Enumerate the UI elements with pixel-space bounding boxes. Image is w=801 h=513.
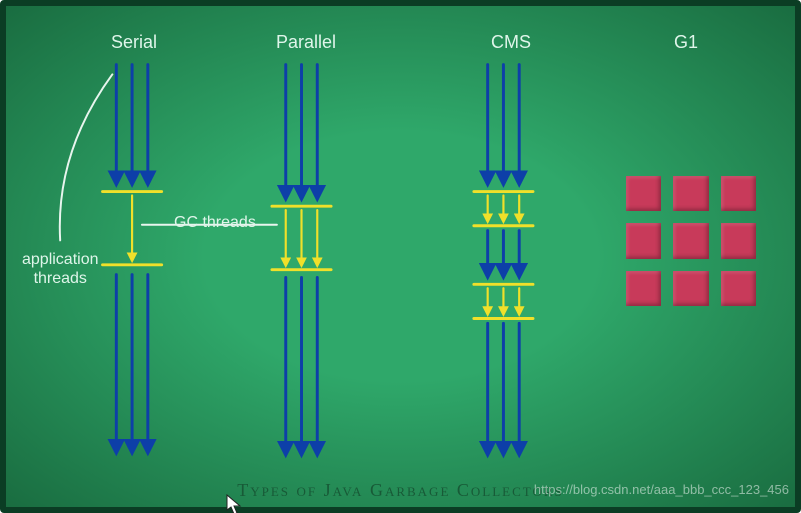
mouse-cursor-icon bbox=[226, 494, 242, 513]
g1-region-cell bbox=[626, 176, 661, 211]
column-title-parallel: Parallel bbox=[276, 32, 336, 53]
g1-region-grid bbox=[626, 176, 756, 306]
label-app-threads-line1: application bbox=[22, 251, 99, 268]
column-title-serial: Serial bbox=[111, 32, 157, 53]
g1-region-cell bbox=[626, 223, 661, 258]
g1-region-cell bbox=[673, 271, 708, 306]
g1-region-cell bbox=[626, 271, 661, 306]
g1-region-cell bbox=[721, 176, 756, 211]
label-application-threads: application threads bbox=[22, 250, 99, 288]
g1-region-cell bbox=[721, 271, 756, 306]
g1-region-cell bbox=[721, 223, 756, 258]
label-app-threads-line2: threads bbox=[34, 270, 87, 287]
diagram-canvas: Serial Parallel CMS G1 application threa… bbox=[0, 0, 801, 513]
label-gc-threads: GC threads bbox=[174, 214, 256, 232]
g1-region-cell bbox=[673, 176, 708, 211]
watermark-text: https://blog.csdn.net/aaa_bbb_ccc_123_45… bbox=[534, 482, 789, 497]
footer-title: Types of Java Garbage Collectors bbox=[237, 480, 564, 501]
g1-region-cell bbox=[673, 223, 708, 258]
column-title-cms: CMS bbox=[491, 32, 531, 53]
column-title-g1: G1 bbox=[674, 32, 698, 53]
